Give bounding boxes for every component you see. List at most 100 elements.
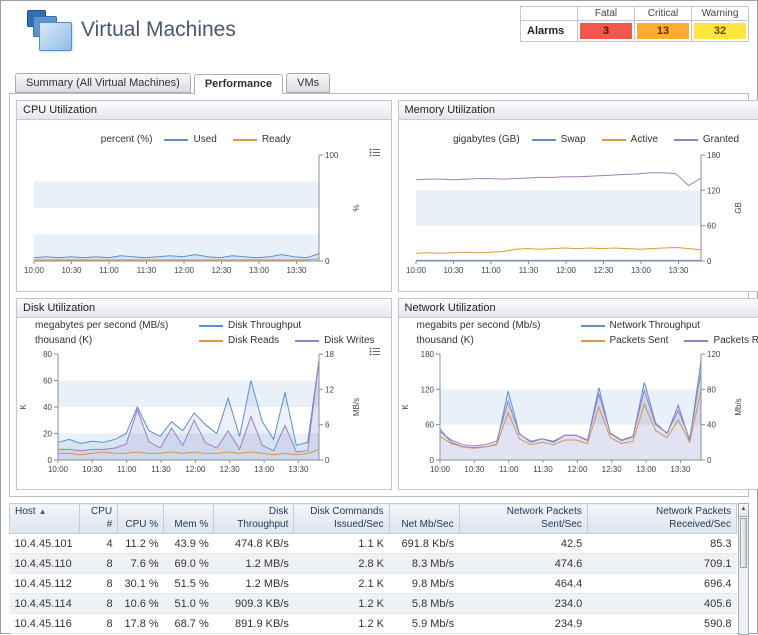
svg-text:10:30: 10:30: [464, 465, 485, 474]
svg-text:6: 6: [325, 421, 330, 430]
column-header-cpu-[interactable]: CPU #: [79, 503, 119, 534]
host-cell: 10.4.45.110: [9, 553, 80, 574]
value-cell: 474.6: [459, 553, 588, 574]
chart-body: gigabytes (GB) Swap Active Granted 0 60 120 180…: [399, 120, 758, 291]
svg-text:0: 0: [707, 257, 712, 266]
scroll-up-button[interactable]: ▲: [739, 504, 748, 517]
value-cell: 5.8 Mb/s: [389, 593, 460, 614]
chart-holder: 0 6 12 18 MB/s 0 20 40 60 80 K 10:00 10:30 11:00 11:30…: [17, 345, 391, 484]
column-header-host[interactable]: Host ▲: [9, 503, 81, 534]
chart-holder: 0 60 120 180 GB 10:00 10:30 11:00 11:30 12:00 12:3…: [399, 149, 758, 285]
alarm-count-critical[interactable]: 13: [637, 23, 689, 39]
value-cell: 405.6: [587, 593, 737, 614]
tab-summary[interactable]: Summary (All Virtual Machines): [15, 73, 191, 93]
svg-text:120: 120: [707, 186, 721, 195]
value-cell: 474.8 KB/s: [213, 533, 294, 554]
column-header-net-mb-sec[interactable]: Net Mb/Sec: [388, 503, 460, 534]
legend-line-swatch: [580, 339, 605, 342]
legend-line-swatch: [164, 138, 189, 141]
legend-label: Disk Throughput: [228, 320, 302, 331]
legend-line-swatch: [531, 138, 556, 141]
svg-text:13:30: 13:30: [670, 465, 691, 474]
tab-performance[interactable]: Performance: [193, 74, 284, 94]
svg-text:0: 0: [707, 456, 712, 465]
host-table: Host ▲ CPU # CPU % Mem % Disk Throughput Disk …: [9, 503, 738, 634]
svg-text:180: 180: [420, 350, 434, 359]
value-cell: 8: [79, 593, 118, 614]
svg-text:18: 18: [325, 350, 334, 359]
column-header-disk-throughput[interactable]: Disk Throughput: [213, 503, 295, 534]
column-header-network-packets-sent-sec[interactable]: Network Packets Sent/Sec: [458, 503, 588, 534]
legend-item: Packets Received: [684, 335, 758, 346]
svg-text:MB/s: MB/s: [352, 398, 361, 416]
legend-line-swatch: [199, 339, 223, 342]
legend-item: Disk Reads: [199, 335, 279, 346]
svg-text:80: 80: [707, 385, 716, 394]
value-cell: 11.2 %: [117, 533, 164, 554]
svg-text:K: K: [19, 404, 28, 410]
svg-text:20: 20: [43, 430, 52, 439]
svg-text:11:30: 11:30: [151, 465, 171, 474]
host-cell: 10.4.45.114: [9, 593, 80, 614]
column-header-disk-commands-issued-sec[interactable]: Disk Commands Issued/Sec: [293, 503, 390, 534]
svg-text:10:30: 10:30: [443, 266, 464, 275]
legend-line-swatch: [232, 138, 257, 141]
chart-canvas: 0 100% 10:00 10:30 11:00 11:30 12:00 12:30 13:00…: [24, 151, 361, 275]
legend-unit: gigabytes (GB): [452, 134, 520, 145]
legend-label: Packets Sent: [609, 335, 669, 346]
table-row-10.4.45.112[interactable]: 10.4.45.112 8 30.1 % 51.5 % 1.2 MB/s 2.1 K 9.8…: [9, 573, 737, 594]
tab-vms[interactable]: VMs: [286, 73, 331, 93]
svg-text:13:30: 13:30: [286, 266, 307, 275]
virtual-machines-icon: [27, 10, 75, 54]
column-header-network-packets-received-sec[interactable]: Network Packets Received/Sec: [586, 503, 738, 534]
legend-line-swatch: [199, 324, 223, 327]
svg-text:12:30: 12:30: [593, 266, 614, 275]
legend-line-swatch: [601, 138, 626, 141]
chart-options-icon[interactable]: [369, 146, 381, 158]
svg-text:13:00: 13:00: [631, 266, 652, 275]
svg-text:12:00: 12:00: [556, 266, 577, 275]
svg-text:60: 60: [43, 377, 52, 386]
chart-title: Memory Utilization: [398, 101, 758, 120]
svg-text:10:00: 10:00: [406, 266, 427, 275]
column-header-mem-[interactable]: Mem %: [163, 503, 215, 534]
tab-bar: Summary (All Virtual Machines) Performan…: [15, 71, 757, 94]
svg-text:12:30: 12:30: [211, 266, 232, 275]
chart-options-icon[interactable]: [369, 345, 381, 357]
svg-text:180: 180: [707, 151, 721, 160]
alarm-count-warning[interactable]: 32: [694, 23, 746, 39]
alarm-summary: Fatal Critical Warning Alarms 3 13 32: [520, 6, 749, 42]
value-cell: 69.0 %: [163, 553, 214, 574]
value-cell: 51.5 %: [163, 573, 214, 594]
legend-item: Network Throughput: [580, 320, 700, 331]
svg-text:12:00: 12:00: [174, 266, 195, 275]
chart-body: megabytes per second (MB/s) Disk Throughp…: [17, 318, 391, 489]
scroll-thumb[interactable]: [740, 518, 747, 568]
alarm-col-critical: Critical: [634, 6, 692, 21]
svg-text:13:00: 13:00: [636, 465, 657, 474]
host-table-wrap: Host ▲ CPU # CPU % Mem % Disk Throughput Disk …: [9, 503, 749, 635]
svg-text:11:30: 11:30: [533, 465, 553, 474]
value-cell: 85.3: [587, 533, 737, 554]
legend-line-swatch: [580, 324, 605, 327]
column-header-cpu-[interactable]: CPU %: [117, 503, 165, 534]
alarm-col-fatal: Fatal: [577, 6, 635, 21]
performance-charts-container: CPU Utilization percent (%) Used Ready 0 100%…: [9, 93, 758, 497]
chart-legend: megabytes per second (MB/s) Disk Throughp…: [17, 318, 391, 348]
legend-unit: thousand (K): [416, 335, 474, 346]
svg-text:10:30: 10:30: [82, 465, 103, 474]
chart-panel-disk: Disk Utilization megabytes per second (MB…: [16, 298, 392, 490]
svg-text:13:00: 13:00: [249, 266, 270, 275]
legend-item: Disk Writes: [295, 335, 375, 346]
svg-text:12: 12: [325, 385, 334, 394]
table-scrollbar[interactable]: ▲: [738, 503, 749, 635]
alarm-count-fatal[interactable]: 3: [580, 23, 632, 39]
host-cell: 10.4.45.116: [9, 613, 80, 634]
legend-label: Granted: [702, 134, 740, 145]
table-row-10.4.45.110[interactable]: 10.4.45.110 8 7.6 % 69.0 % 1.2 MB/s 2.8 K 8.3 …: [9, 553, 737, 574]
chart-holder: 0 40 80 120 Mb/s 0 60 120 180 K 10:00 10:30 11:00 11:…: [399, 348, 758, 484]
value-cell: 17.8 %: [117, 613, 164, 634]
